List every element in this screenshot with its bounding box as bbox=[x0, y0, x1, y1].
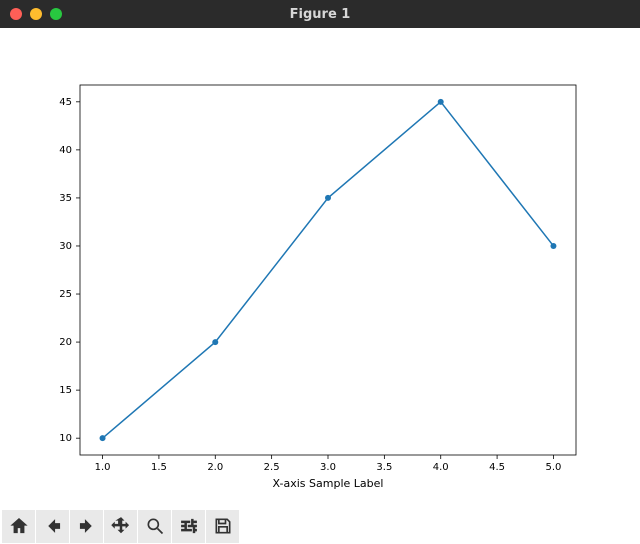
save-button[interactable] bbox=[206, 510, 239, 543]
svg-text:30: 30 bbox=[59, 241, 72, 252]
svg-text:40: 40 bbox=[59, 145, 72, 156]
svg-text:5.0: 5.0 bbox=[546, 462, 562, 473]
home-icon bbox=[9, 516, 29, 536]
sliders-icon bbox=[179, 516, 199, 536]
figure-canvas: 1.0 1.5 2.0 2.5 3.0 3.5 4.0 4.5 5.0 10 15 20 25 30 35 4… bbox=[0, 28, 640, 508]
svg-text:4.0: 4.0 bbox=[433, 462, 449, 473]
magnify-icon bbox=[145, 516, 165, 536]
svg-text:X-axis Sample Label: X-axis Sample Label bbox=[273, 477, 384, 490]
maximize-icon[interactable] bbox=[50, 8, 62, 20]
svg-text:20: 20 bbox=[59, 337, 72, 348]
svg-text:2.0: 2.0 bbox=[207, 462, 223, 473]
arrow-left-icon bbox=[43, 516, 63, 536]
svg-text:25: 25 bbox=[59, 289, 72, 300]
move-icon bbox=[111, 516, 131, 536]
svg-text:2.5: 2.5 bbox=[264, 462, 280, 473]
svg-text:15: 15 bbox=[59, 385, 72, 396]
window-titlebar: Figure 1 bbox=[0, 0, 640, 28]
svg-text:1.0: 1.0 bbox=[95, 462, 111, 473]
save-icon bbox=[213, 516, 233, 536]
home-button[interactable] bbox=[2, 510, 35, 543]
svg-text:1.5: 1.5 bbox=[151, 462, 167, 473]
svg-text:3.5: 3.5 bbox=[376, 462, 392, 473]
arrow-right-icon bbox=[77, 516, 97, 536]
pan-button[interactable] bbox=[104, 510, 137, 543]
window-title: Figure 1 bbox=[0, 7, 640, 22]
forward-button[interactable] bbox=[70, 510, 103, 543]
configure-button[interactable] bbox=[172, 510, 205, 543]
svg-text:35: 35 bbox=[59, 193, 72, 204]
svg-text:3.0: 3.0 bbox=[320, 462, 336, 473]
svg-text:45: 45 bbox=[59, 97, 72, 108]
traffic-lights bbox=[0, 8, 62, 20]
zoom-button[interactable] bbox=[138, 510, 171, 543]
back-button[interactable] bbox=[36, 510, 69, 543]
close-icon[interactable] bbox=[10, 8, 22, 20]
svg-text:10: 10 bbox=[59, 433, 72, 444]
minimize-icon[interactable] bbox=[30, 8, 42, 20]
line-chart: 1.0 1.5 2.0 2.5 3.0 3.5 4.0 4.5 5.0 10 15 20 25 30 35 4… bbox=[0, 28, 640, 508]
matplotlib-toolbar bbox=[0, 508, 640, 544]
svg-text:4.5: 4.5 bbox=[489, 462, 505, 473]
